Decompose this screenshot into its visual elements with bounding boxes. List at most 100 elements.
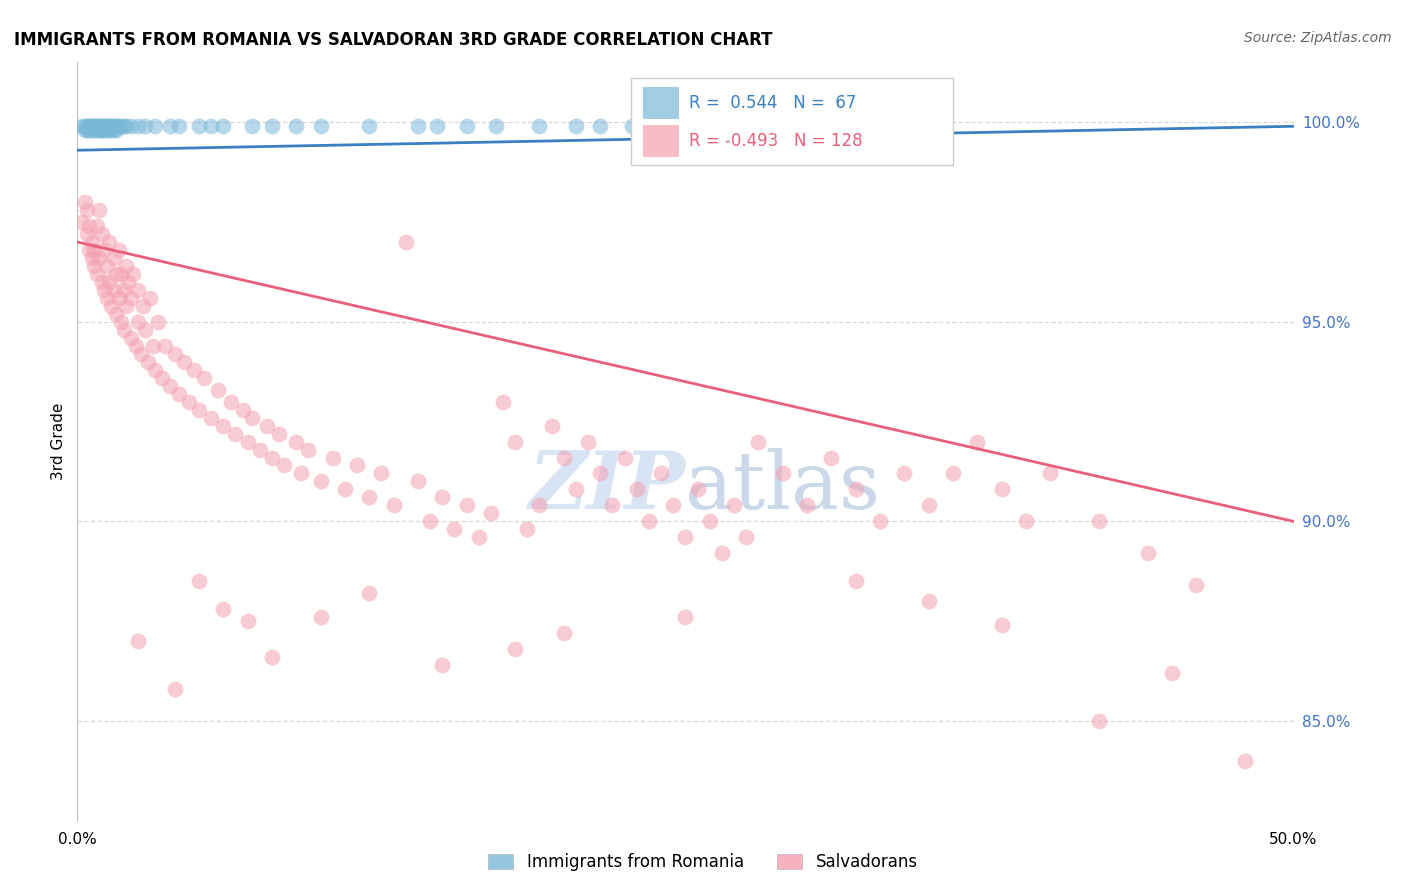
Point [918,594,941,608]
Point [76,203,98,218]
Point [540,418,562,433]
Point [479,507,502,521]
Point [103,283,125,297]
Point [97,275,120,289]
Point [125,339,148,353]
Point [76,120,98,134]
Point [212,418,235,433]
Point [382,499,405,513]
Point [173,355,195,369]
Point [73,120,96,134]
Point [193,370,215,384]
Point [869,514,891,528]
Point [169,386,191,401]
Point [620,120,643,134]
Point [419,514,441,528]
Point [100,120,122,134]
Point [1088,514,1111,528]
Point [100,120,122,134]
Point [406,120,429,134]
Point [93,120,115,134]
Point [333,483,356,497]
Point [79,123,101,137]
Point [142,339,165,353]
Point [89,203,111,218]
Point [242,120,264,134]
Point [136,355,159,369]
Point [79,243,101,257]
Point [260,650,283,665]
Point [285,434,308,449]
Point [80,235,103,249]
Point [143,120,166,134]
Point [129,347,152,361]
Point [93,283,115,297]
Point [207,383,229,397]
Point [183,362,205,376]
Point [143,362,166,376]
Point [723,499,745,513]
Point [1039,467,1062,481]
Point [105,120,128,134]
Point [110,315,132,329]
Point [553,626,575,640]
Point [152,370,174,384]
Point [103,120,125,134]
Point [1185,578,1208,592]
Point [90,120,112,134]
Point [188,120,211,134]
Point [105,307,128,321]
Point [79,120,101,134]
Point [127,283,149,297]
Point [1161,665,1184,680]
Point [406,475,429,489]
Point [796,499,818,513]
Text: R = -0.493   N = 128: R = -0.493 N = 128 [689,131,863,150]
Point [103,123,125,137]
Point [675,610,697,624]
Point [120,291,142,305]
Point [132,299,155,313]
Point [73,195,96,210]
Point [675,530,697,544]
Point [112,323,135,337]
Point [638,514,661,528]
Point [467,530,489,544]
Point [212,120,235,134]
Point [163,681,186,696]
Point [650,467,672,481]
Point [105,123,128,137]
Point [188,574,211,589]
Point [97,120,120,134]
Point [212,602,235,616]
Point [200,120,222,134]
Text: ZIP: ZIP [529,449,686,525]
Point [626,483,648,497]
Point [179,394,201,409]
Point [735,530,758,544]
Point [662,120,685,134]
Point [80,120,103,134]
Point [359,120,381,134]
Point [80,251,103,265]
Point [359,491,381,505]
Point [115,259,138,273]
Point [845,483,868,497]
Point [76,227,98,241]
Point [290,467,312,481]
Point [256,418,278,433]
Point [188,402,211,417]
Point [966,434,988,449]
Point [236,434,259,449]
Point [139,291,162,305]
Point [163,347,186,361]
Point [529,499,551,513]
Point [370,467,392,481]
Point [153,339,176,353]
Point [260,450,283,465]
Point [942,467,965,481]
Point [97,123,120,137]
FancyBboxPatch shape [643,126,679,157]
Point [107,291,129,305]
Point [96,291,118,305]
